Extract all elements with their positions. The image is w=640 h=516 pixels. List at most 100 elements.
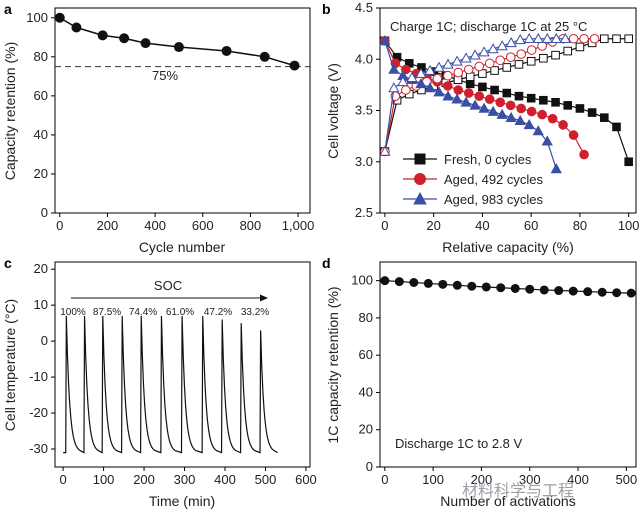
- data-point-b-4-9: [460, 96, 472, 107]
- data-point-b-0-16: [575, 104, 585, 113]
- data-point-d-17: [626, 288, 636, 298]
- data-point-b-5-19: [550, 32, 562, 44]
- data-point-d-0: [380, 276, 390, 286]
- reference-line-label-a: 75%: [152, 68, 178, 83]
- x-tick-label-d-5: 500: [615, 472, 637, 487]
- x-tick-label-a-0: 0: [56, 218, 63, 233]
- x-tick-label-b-0: 0: [381, 218, 388, 233]
- data-point-b-2-10: [484, 94, 495, 105]
- data-point-b-5-18: [541, 32, 553, 44]
- axes-b: 0 20 40 60 80 100 2.5 3.0 3.5 4.0 4.5: [355, 0, 640, 233]
- marks-d: [380, 276, 636, 298]
- data-point-b-0-17: [587, 108, 597, 117]
- data-point-b-4-11: [478, 102, 490, 113]
- data-point-b-5-6: [433, 61, 445, 72]
- data-point-b-1-18: [600, 34, 609, 44]
- y-tick-label-b-1: 3.0: [355, 154, 373, 169]
- data-point-b-5-8: [451, 55, 463, 66]
- data-point-b-0-12: [526, 93, 536, 103]
- x-axis-label-a: Cycle number: [139, 239, 226, 255]
- legend-label-2: Aged, 983 cycles: [444, 192, 544, 207]
- axes-d: 0 100 200 300 400 500 0 20 40 60 80 100: [351, 273, 637, 487]
- data-point-b-3-7: [453, 67, 464, 78]
- legend-label-0: Fresh, 0 cycles: [444, 152, 532, 167]
- data-point-a-1: [71, 22, 82, 33]
- y-tick-label-c-4: 10: [34, 297, 48, 312]
- data-point-b-3-11: [495, 55, 505, 66]
- data-point-b-2-15: [537, 109, 547, 120]
- data-point-d-7: [481, 282, 491, 292]
- x-tick-label-a-1: 200: [97, 218, 119, 233]
- data-point-b-2-13: [516, 103, 526, 114]
- data-point-b-4-5: [424, 82, 436, 93]
- legend-marker-0: [414, 153, 426, 165]
- data-point-d-16: [612, 288, 622, 298]
- data-point-b-5-0: [379, 145, 391, 156]
- y-axis-label-a: Capacity retention (%): [2, 42, 18, 181]
- data-point-b-3-5: [432, 73, 443, 84]
- x-tick-label-a-4: 800: [240, 218, 262, 233]
- soc-label-c-0: 100%: [60, 307, 86, 318]
- data-point-b-5-14: [505, 37, 517, 48]
- legend-marker-2: [413, 191, 427, 205]
- data-point-b-2-12: [505, 100, 516, 111]
- data-point-b-5-1: [388, 82, 400, 93]
- data-point-d-5: [452, 280, 462, 290]
- data-point-a-6: [221, 45, 232, 56]
- x-tick-label-c-3: 300: [174, 472, 196, 487]
- legend-label-1: Aged, 492 cycles: [444, 172, 544, 187]
- y-tick-label-b-4: 4.5: [355, 0, 373, 15]
- data-point-b-0-14: [551, 98, 560, 107]
- temperature-trace-c: [63, 315, 278, 454]
- data-point-b-2-8: [463, 88, 474, 98]
- data-point-d-2: [409, 278, 419, 287]
- data-point-b-1-10: [502, 63, 512, 72]
- data-point-d-14: [583, 287, 593, 297]
- x-tick-label-b-4: 80: [573, 218, 587, 233]
- data-point-d-3: [423, 278, 433, 288]
- panel-label-a: a: [4, 1, 12, 17]
- x-tick-label-a-2: 400: [144, 218, 166, 233]
- y-tick-label-a-4: 80: [34, 49, 48, 64]
- data-point-b-0-19: [612, 122, 621, 132]
- data-point-b-2-17: [558, 120, 568, 130]
- panel-c: c 0 100 200 300 400 500 600 -30 -20 -10 0 10 20 Time…: [2, 255, 317, 509]
- data-point-b-0-9: [490, 85, 499, 95]
- y-tick-label-d-3: 60: [359, 347, 373, 362]
- panel-d: d 0 100 200 300 400 500 0 20 40 60 80 100 Discharge…: [322, 255, 637, 509]
- data-point-b-0-15: [563, 101, 573, 110]
- data-point-b-5-2: [397, 75, 409, 87]
- plot-frame-d: [379, 261, 637, 468]
- x-tick-label-c-6: 600: [295, 472, 317, 487]
- data-point-b-5-12: [487, 43, 499, 54]
- panel-label-c: c: [4, 255, 12, 271]
- x-tick-label-a-3: 600: [192, 218, 214, 233]
- data-point-b-4-12: [487, 105, 499, 116]
- annotation-d: Discharge 1C to 2.8 V: [395, 436, 523, 451]
- data-point-d-4: [438, 279, 448, 289]
- chart-title-b: Charge 1C; discharge 1C at 25 °C: [390, 19, 587, 34]
- data-point-a-0: [54, 12, 65, 23]
- data-point-b-0-7: [465, 79, 475, 89]
- x-tick-label-c-5: 500: [255, 472, 277, 487]
- soc-arrow-head-c: [260, 294, 268, 302]
- data-point-b-4-17: [532, 125, 544, 136]
- data-point-b-3-12: [505, 52, 516, 63]
- data-point-b-4-6: [433, 86, 445, 97]
- data-point-b-2-11: [495, 97, 505, 108]
- data-point-b-5-9: [460, 52, 472, 63]
- data-point-b-4-4: [415, 78, 427, 89]
- plot-frame-c: [54, 261, 311, 468]
- data-point-b-5-15: [514, 33, 526, 45]
- legend-b: Fresh, 0 cycles Aged, 492 cycles Aged, 983…: [403, 152, 544, 207]
- data-point-b-3-10: [484, 58, 495, 69]
- data-point-d-9: [510, 283, 520, 293]
- data-point-b-5-16: [523, 32, 535, 44]
- data-point-b-1-12: [526, 57, 536, 66]
- data-point-b-4-19: [550, 163, 562, 174]
- data-point-b-2-14: [526, 106, 537, 117]
- data-point-b-3-18: [568, 33, 579, 44]
- y-tick-label-d-5: 100: [351, 273, 373, 288]
- data-point-b-2-7: [453, 85, 464, 95]
